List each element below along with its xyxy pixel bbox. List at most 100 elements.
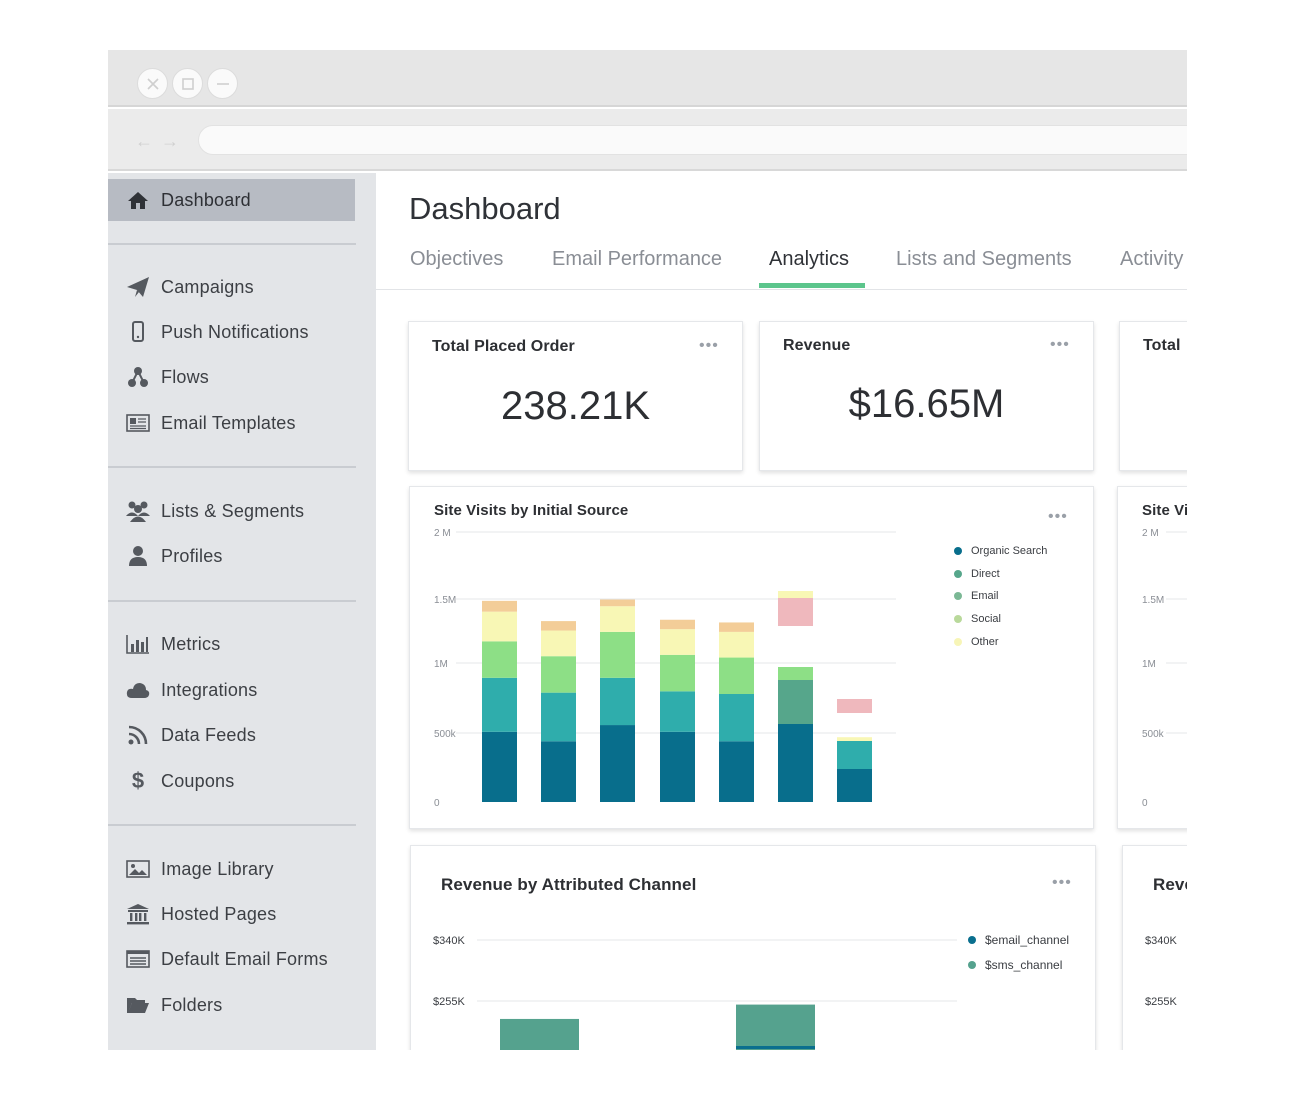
paper-plane-icon: [125, 276, 151, 298]
card-menu-button[interactable]: •••: [699, 337, 719, 354]
bar-segment-other: [541, 621, 576, 631]
tabs-divider: [376, 289, 1187, 290]
bar-segment-organic-search: [660, 731, 695, 802]
legend-item: Social: [954, 613, 1001, 625]
chart-card-site-visits: Site Visits by Initial Source ••• 2 M 1.5…: [409, 486, 1094, 829]
sidebar-item-coupons[interactable]: $ Coupons: [108, 764, 355, 798]
y-tick-label: 1.5M: [434, 595, 456, 606]
bar-segment-email: [482, 641, 517, 678]
bar-segment-direct: [482, 677, 517, 732]
sidebar-item-metrics[interactable]: Metrics: [108, 627, 355, 661]
sidebar-item-data-feeds[interactable]: Data Feeds: [108, 718, 355, 752]
y-tick-label: 2 M: [1142, 528, 1159, 539]
sidebar-item-folders[interactable]: Folders: [108, 988, 355, 1022]
users-icon: [125, 500, 151, 522]
sidebar-item-push-notifications[interactable]: Push Notifications: [108, 315, 355, 349]
chart-title: Site Vi: [1142, 502, 1187, 519]
y-tick-label: 0: [1142, 798, 1148, 809]
tab-analytics[interactable]: Analytics: [769, 248, 850, 270]
kpi-card-revenue: Revenue ••• $16.65M: [759, 321, 1094, 471]
maximize-window-button[interactable]: [172, 68, 203, 99]
sidebar-item-label: Data Feeds: [161, 724, 257, 745]
legend-dot: [968, 961, 976, 969]
legend-label: Organic Search: [971, 545, 1048, 557]
bar-segment-organic-search: [541, 741, 576, 802]
sidebar-item-label: Profiles: [161, 545, 223, 566]
minimize-window-button[interactable]: [207, 68, 238, 99]
active-tab-indicator: [759, 283, 865, 288]
tab-activity[interactable]: Activity: [1120, 248, 1184, 270]
kpi-card-total-placed-order: Total Placed Order ••• 238.21K: [408, 321, 743, 471]
sidebar: Dashboard Campaigns Push Notifications F…: [108, 173, 376, 1050]
rss-icon: [125, 724, 151, 746]
chart-card-revenue-channel: Revenue by Attributed Channel ••• $340K $…: [410, 845, 1096, 1050]
forward-arrow-icon[interactable]: →: [161, 131, 179, 151]
sidebar-item-campaigns[interactable]: Campaigns: [108, 270, 355, 304]
sidebar-item-integrations[interactable]: Integrations: [108, 673, 355, 707]
revenue-channel-chart-partial: $340K $255K: [1145, 935, 1177, 1008]
card-menu-button[interactable]: •••: [1052, 874, 1072, 891]
sidebar-item-label: Image Library: [161, 858, 274, 879]
image-icon: [125, 858, 151, 880]
sidebar-item-label: Email Templates: [161, 412, 296, 433]
card-menu-button[interactable]: •••: [1050, 336, 1070, 353]
bar-segment-other: [719, 622, 754, 632]
bar-segment-direct: [600, 677, 635, 726]
sidebar-item-label: Coupons: [161, 770, 235, 791]
close-window-button[interactable]: [137, 68, 168, 99]
tab-email-performance[interactable]: Email Performance: [552, 248, 723, 270]
sidebar-divider: [108, 600, 356, 602]
kpi-value: 238.21K: [500, 384, 651, 428]
bar-segment-organic-search: [600, 725, 635, 802]
sidebar-item-profiles[interactable]: Profiles: [108, 539, 355, 573]
page-title: Dashboard: [409, 191, 561, 226]
sidebar-item-lists-segments[interactable]: Lists & Segments: [108, 494, 355, 528]
tab-lists-and-segments[interactable]: Lists and Segments: [896, 248, 1072, 270]
bar-segment-organic-search: [719, 741, 754, 802]
sidebar-item-default-email-forms[interactable]: Default Email Forms: [108, 942, 355, 976]
mobile-icon: [125, 321, 151, 343]
sidebar-item-label: Flows: [161, 366, 210, 387]
y-tick-label: $340K: [433, 935, 465, 947]
home-icon: [125, 189, 151, 211]
sidebar-item-dashboard[interactable]: Dashboard: [108, 179, 355, 221]
card-menu-button[interactable]: •••: [1048, 508, 1068, 525]
bar-segment-email: [660, 654, 695, 692]
url-input[interactable]: [198, 125, 1187, 155]
x-icon: [147, 78, 159, 90]
address-bar: ← →: [108, 109, 1187, 171]
legend-dot: [968, 936, 976, 944]
bar-segment-other: [660, 619, 695, 630]
bar-segment-direct: [541, 692, 576, 742]
bar-sms-channel: [736, 1004, 815, 1050]
bar-segment-social: [778, 591, 813, 598]
bar-segment-social: [719, 631, 754, 658]
sidebar-item-label: Folders: [161, 994, 223, 1015]
chart-card-site-visits-partial: Site Vi 2 M 1.5M 1M 500k 0: [1117, 486, 1187, 829]
bar-segment-email: [719, 657, 754, 694]
user-icon: [125, 545, 151, 567]
bar-segment-direct: [837, 741, 872, 769]
bar-segment-social: [482, 611, 517, 642]
legend-label: $email_channel: [985, 933, 1070, 947]
sidebar-item-hosted-pages[interactable]: Hosted Pages: [108, 897, 355, 931]
legend-label: Email: [971, 590, 999, 602]
bar-segment-social: [541, 630, 576, 657]
sidebar-item-label: Metrics: [161, 633, 221, 654]
y-tick-label: $255K: [433, 996, 465, 1008]
legend-dot: [954, 615, 962, 623]
back-arrow-icon[interactable]: ←: [135, 131, 153, 151]
bar-segment-organic-search: [778, 721, 813, 802]
sidebar-divider: [108, 466, 356, 468]
legend-item: $email_channel: [968, 933, 1069, 947]
legend-dot: [954, 592, 962, 600]
bar-segment-social: [660, 629, 695, 655]
kpi-title: Revenue: [783, 337, 851, 354]
sidebar-item-flows[interactable]: Flows: [108, 360, 355, 394]
y-tick-label: 1.5M: [1142, 595, 1164, 606]
sidebar-item-email-templates[interactable]: Email Templates: [108, 406, 355, 440]
bar-email-channel: [736, 1046, 815, 1049]
tab-objectives[interactable]: Objectives: [410, 248, 504, 270]
sidebar-item-image-library[interactable]: Image Library: [108, 852, 355, 886]
chart-title: Revenue by Attributed Channel: [441, 875, 697, 894]
